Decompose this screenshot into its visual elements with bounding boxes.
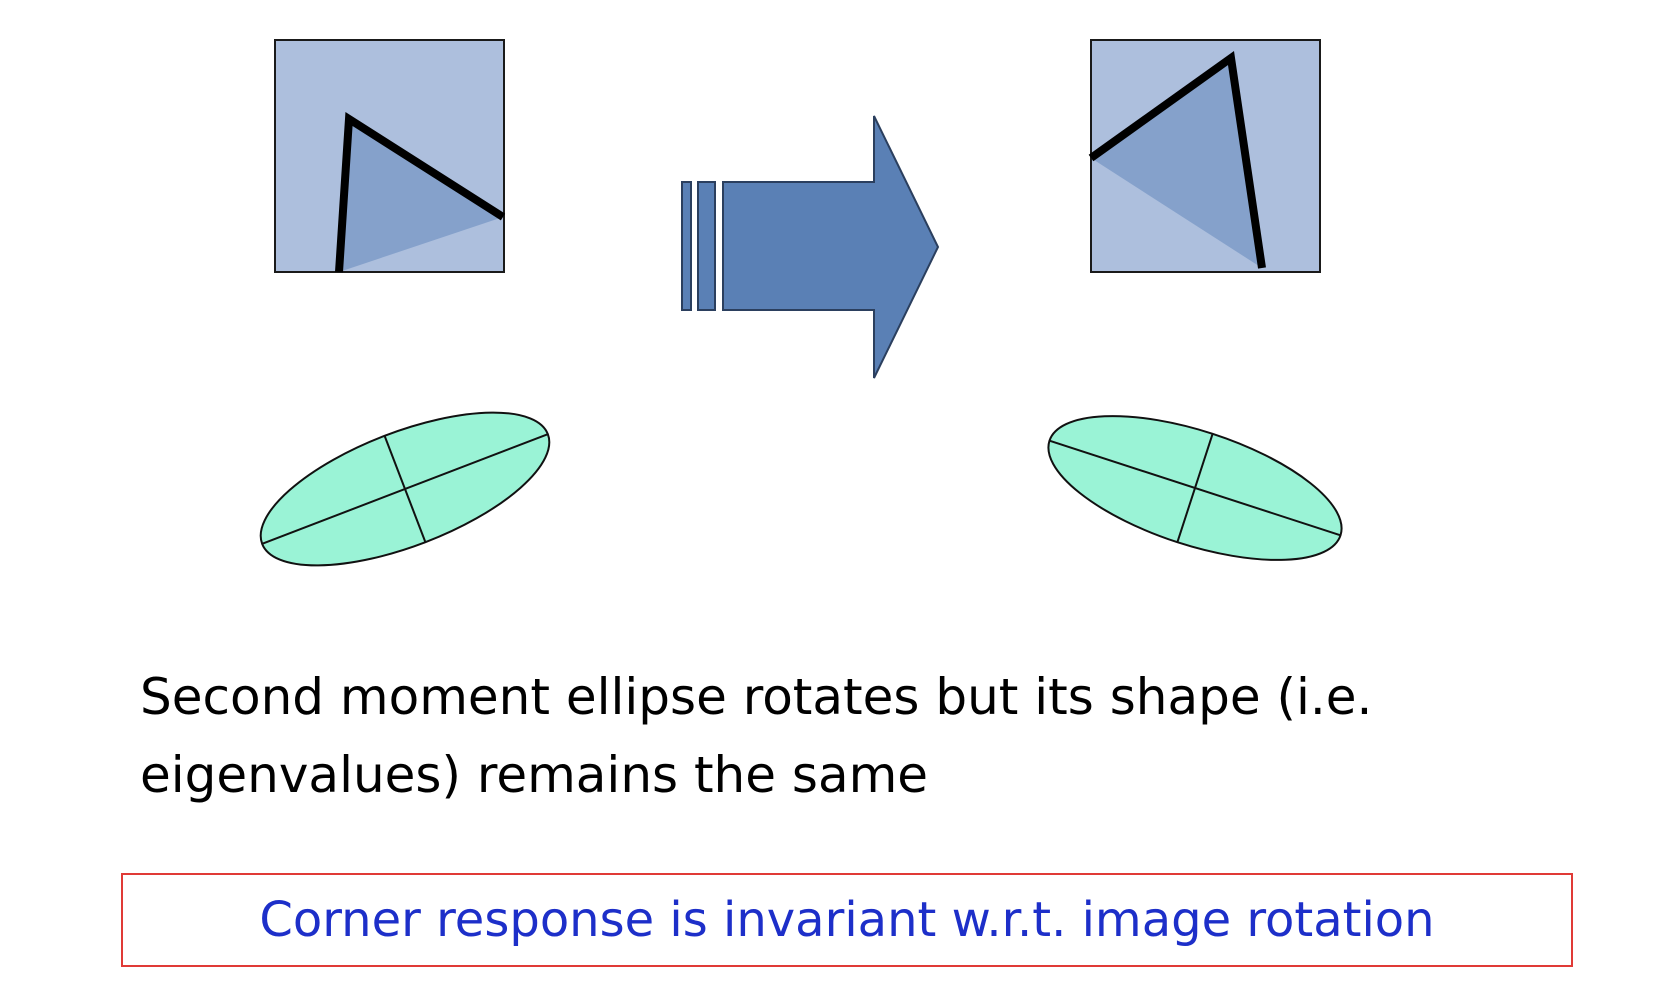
original-ellipse-group bbox=[259, 411, 551, 567]
arrow-tail-bar-2 bbox=[697, 181, 716, 311]
original-corner-edges bbox=[335, 111, 506, 273]
caption: Second moment ellipse rotates but its sh… bbox=[140, 658, 1560, 814]
caption-line-2: eigenvalues) remains the same bbox=[140, 746, 929, 804]
original-patch bbox=[274, 39, 506, 273]
caption-line-1: Second moment ellipse rotates but its sh… bbox=[140, 668, 1373, 726]
rotated-minor-axis bbox=[1176, 433, 1214, 543]
arrow-body bbox=[722, 115, 940, 379]
rotated-patch bbox=[1088, 39, 1321, 273]
rotation-arrow bbox=[681, 115, 940, 379]
original-corner-region bbox=[339, 119, 503, 272]
conclusion-text: Corner response is invariant w.r.t. imag… bbox=[259, 892, 1435, 948]
rotated-ellipse-group bbox=[1047, 415, 1343, 561]
original-minor-axis bbox=[383, 435, 427, 543]
rotated-corner-edges bbox=[1088, 50, 1266, 269]
conclusion-box: Corner response is invariant w.r.t. imag… bbox=[121, 873, 1573, 967]
arrow-tail-bar-1 bbox=[681, 181, 692, 311]
rotated-corner-region bbox=[1091, 58, 1262, 268]
